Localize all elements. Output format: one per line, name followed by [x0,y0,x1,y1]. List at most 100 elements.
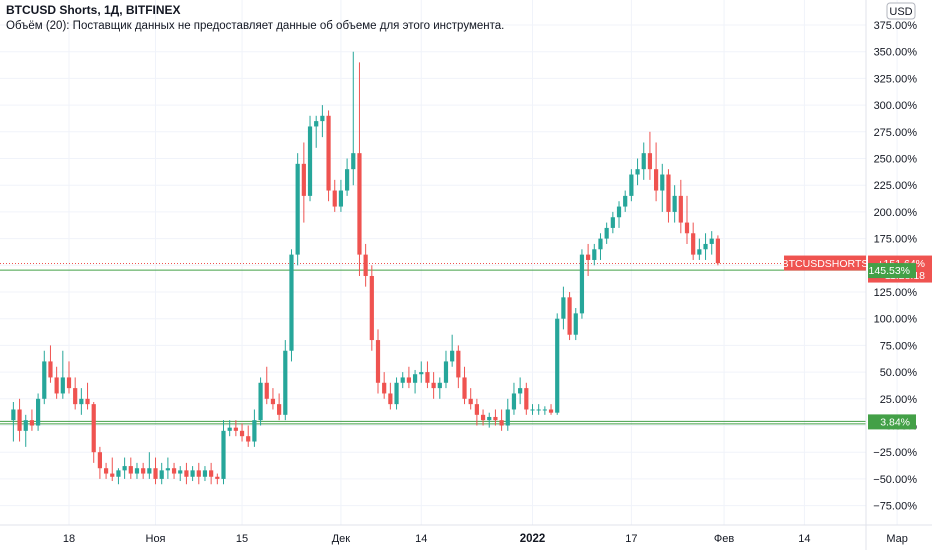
candle-down[interactable] [48,345,53,383]
candle-down[interactable] [97,446,102,479]
candle-down[interactable] [209,462,214,485]
candle-up[interactable] [641,142,646,180]
candle-up[interactable] [134,462,140,479]
candle-up[interactable] [314,115,319,148]
candle-down[interactable] [196,462,201,485]
candle-up[interactable] [116,468,121,485]
candle-up[interactable] [122,457,127,479]
candle-down[interactable] [369,265,374,351]
candle-down[interactable] [184,462,189,485]
candle-up[interactable] [530,404,535,415]
candle-down[interactable] [654,142,659,202]
candle-down[interactable] [499,409,504,431]
candle-down[interactable] [301,142,306,223]
candle-down[interactable] [678,179,683,234]
candle-down[interactable] [647,131,653,180]
candle-up[interactable] [60,350,65,399]
candle-up[interactable] [289,249,294,362]
candle-up[interactable] [295,153,300,266]
candle-down[interactable] [456,345,461,389]
currency-button-label[interactable]: USD [889,6,912,18]
candle-up[interactable] [79,388,84,415]
candle-down[interactable] [406,366,411,389]
support-level-tag[interactable]: 145.53% [868,263,916,279]
candle-down[interactable] [29,409,35,431]
candle-up[interactable] [345,158,350,196]
candle-up[interactable] [36,393,41,431]
candle-up[interactable] [505,398,510,431]
candle-up[interactable] [592,243,597,266]
candle-up[interactable] [629,169,634,202]
candle-up[interactable] [518,377,523,405]
candle-up[interactable] [23,414,28,447]
candle-up[interactable] [202,466,208,482]
time-axis[interactable]: 18 Ноя 15 Дек 14 2022 17 Фев 14 Мар [63,533,908,545]
candle-up[interactable] [221,420,226,485]
candle-down[interactable] [270,388,276,410]
candle-down[interactable] [54,366,59,399]
candle-up[interactable] [42,350,47,405]
candle-up[interactable] [147,452,152,479]
candle-up[interactable] [258,377,263,426]
candle-up[interactable] [320,105,325,138]
candle-up[interactable] [610,211,615,234]
candle-down[interactable] [233,420,238,437]
candle-up[interactable] [283,340,288,421]
candle-up[interactable] [555,313,560,415]
candle-down[interactable] [431,372,436,399]
candle-down[interactable] [239,423,245,442]
candle-down[interactable] [277,393,282,421]
candle-up[interactable] [672,185,677,223]
support-level-tag[interactable]: 3.84% [868,414,916,430]
candle-down[interactable] [480,409,486,426]
candle-up[interactable] [573,308,578,341]
candle-up[interactable] [338,179,344,212]
candle-down[interactable] [363,243,368,287]
candle-down[interactable] [128,457,133,479]
candle-up[interactable] [511,382,517,415]
candle-down[interactable] [691,222,696,260]
candle-down[interactable] [684,195,690,244]
candle-down[interactable] [141,462,146,479]
candle-up[interactable] [487,412,492,428]
candle-down[interactable] [715,235,720,266]
candle-up[interactable] [190,466,195,482]
candle-up[interactable] [635,158,640,186]
candle-down[interactable] [326,110,331,202]
candle-up[interactable] [307,115,313,202]
candle-up[interactable] [178,466,183,482]
candle-down[interactable] [171,462,177,479]
candle-up[interactable] [351,51,356,186]
symbol-tag[interactable]: BTCUSDSHORTS [782,255,869,271]
candle-down[interactable] [524,382,529,415]
candle-down[interactable] [103,462,109,479]
candle-down[interactable] [110,457,115,482]
candle-down[interactable] [474,398,479,426]
candle-up[interactable] [394,377,399,410]
candle-down[interactable] [73,377,78,410]
candle-up[interactable] [660,163,665,212]
currency-button[interactable]: USD [886,2,916,20]
candle-down[interactable] [215,473,220,485]
candle-up[interactable] [450,334,455,367]
candle-down[interactable] [462,366,467,405]
candle-up[interactable] [697,238,702,260]
candle-down[interactable] [91,402,96,463]
candle-up[interactable] [616,201,622,228]
candle-up[interactable] [709,231,714,255]
candle-down[interactable] [246,425,251,447]
candle-down[interactable] [567,292,572,341]
candle-down[interactable] [375,329,381,394]
candle-up[interactable] [604,222,609,244]
candle-down[interactable] [264,366,269,405]
candle-down[interactable] [548,404,554,415]
candle-down[interactable] [666,169,671,223]
candle-down[interactable] [468,388,473,410]
candle-down[interactable] [425,361,430,389]
candle-down[interactable] [17,398,22,442]
candle-up[interactable] [412,369,418,394]
candle-up[interactable] [227,420,232,437]
candle-up[interactable] [419,361,424,383]
candle-up[interactable] [579,249,585,319]
